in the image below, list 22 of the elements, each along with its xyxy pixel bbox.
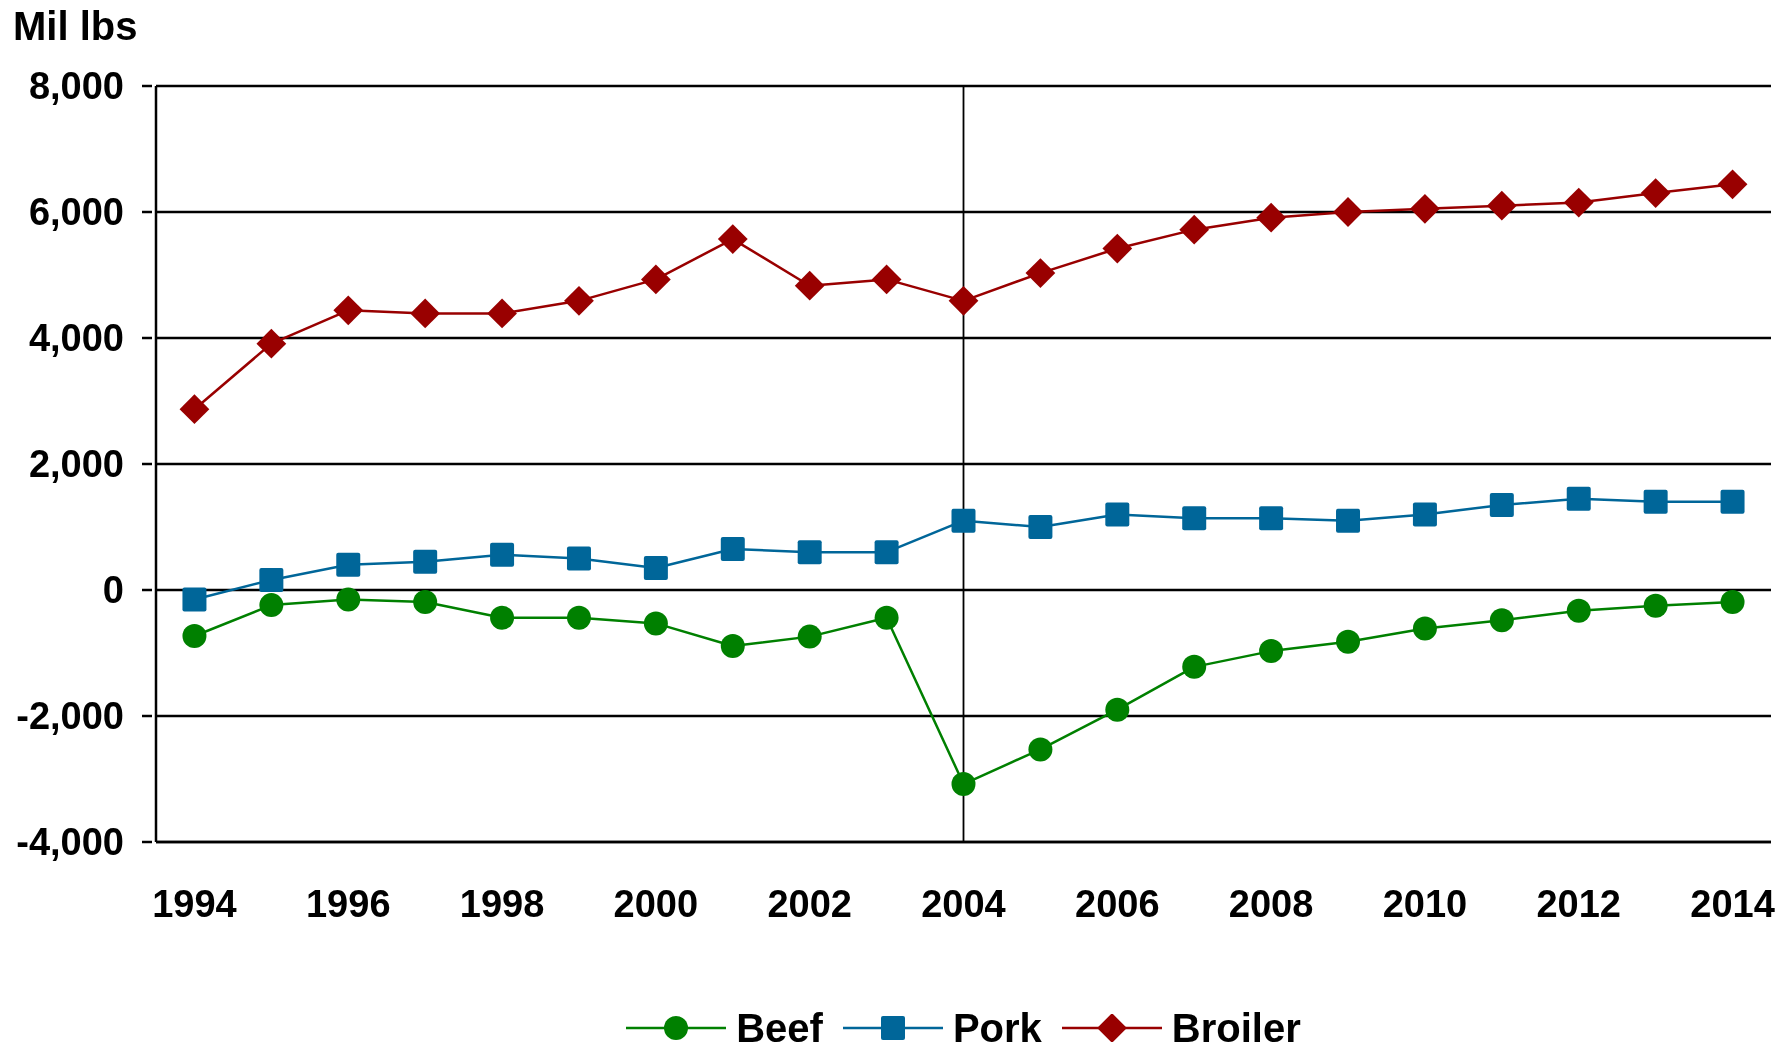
x-tick-label: 1994 bbox=[152, 882, 237, 925]
y-tick-label: 0 bbox=[102, 569, 124, 612]
x-tick-label: 2002 bbox=[767, 882, 852, 925]
x-tick-label: 2010 bbox=[1382, 882, 1468, 925]
legend-label: Broiler bbox=[1171, 1006, 1301, 1044]
x-tick-label: 2012 bbox=[1536, 882, 1622, 925]
y-tick-label: -2,000 bbox=[16, 695, 124, 738]
y-tick-label: 2,000 bbox=[28, 443, 124, 486]
legend-label: Beef bbox=[736, 1006, 823, 1044]
x-tick-label: 2008 bbox=[1228, 882, 1314, 925]
y-tick-label: -4,000 bbox=[16, 821, 124, 864]
x-tick-label: 2006 bbox=[1075, 882, 1160, 925]
x-tick-label: 2004 bbox=[921, 882, 1006, 925]
legend-label: Pork bbox=[952, 1006, 1042, 1044]
x-tick-label: 1998 bbox=[459, 882, 545, 925]
y-tick-label: 4,000 bbox=[28, 317, 124, 360]
x-tick-label: 2000 bbox=[613, 882, 699, 925]
y-tick-label: 6,000 bbox=[28, 191, 124, 234]
x-tick-label: 1996 bbox=[305, 882, 391, 925]
y-tick-label: 8,000 bbox=[28, 65, 124, 108]
x-tick-label: 2014 bbox=[1690, 882, 1775, 925]
y-axis-title: Mil lbs bbox=[13, 4, 138, 48]
